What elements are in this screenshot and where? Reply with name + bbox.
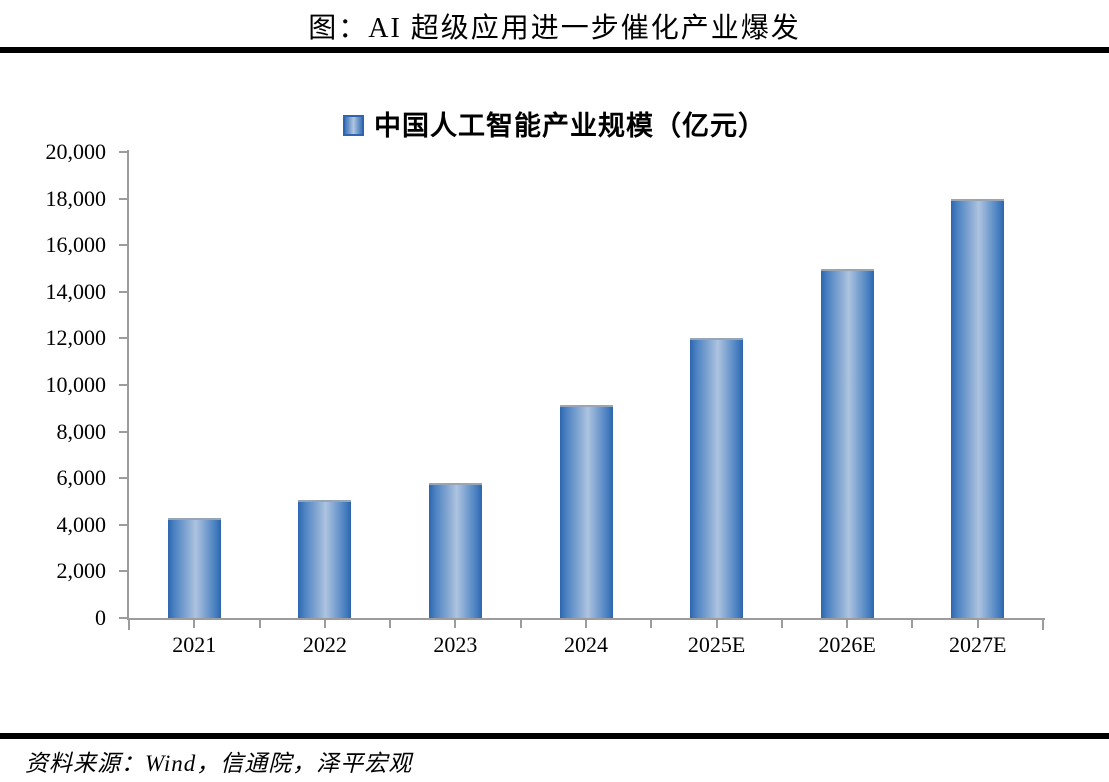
y-tick-label: 14,000 <box>45 278 107 304</box>
source-note: 资料来源：Wind，信通院，泽平宏观 <box>25 751 413 776</box>
x-tick-mark <box>454 620 457 628</box>
y-tick-label: 4,000 <box>56 511 107 537</box>
x-tick-mark <box>585 620 587 628</box>
x-tick-mark <box>193 620 196 628</box>
x-tick-mark <box>519 620 522 628</box>
bar-2022 <box>298 499 352 618</box>
bar-2023 <box>428 483 482 618</box>
y-tick-label: 18,000 <box>45 185 107 211</box>
y-tick-mark <box>119 523 128 526</box>
x-tick-mark <box>911 620 914 628</box>
bottom-divider <box>0 733 1109 739</box>
x-tick-label-2025E: 2025E <box>687 632 746 657</box>
y-tick-mark <box>119 244 128 247</box>
x-tick-label-2022: 2022 <box>302 632 347 657</box>
x-tick-mark <box>976 620 979 628</box>
y-tick-mark <box>119 290 128 293</box>
x-tick-label-2024: 2024 <box>563 632 608 657</box>
x-tick-label-2026E: 2026E <box>818 632 876 657</box>
x-tick-label-2023: 2023 <box>433 632 478 657</box>
y-tick-label: 16,000 <box>45 232 107 258</box>
x-tick-mark <box>1042 620 1044 630</box>
x-tick-mark <box>389 620 392 628</box>
x-tick-mark <box>650 620 653 628</box>
bar-2025E <box>690 338 744 618</box>
bar-2021 <box>167 517 221 618</box>
y-tick-mark <box>119 197 128 200</box>
y-tick-mark <box>119 617 128 619</box>
y-tick-label: 6,000 <box>56 465 107 491</box>
y-tick-mark <box>119 337 128 340</box>
x-tick-mark <box>128 620 130 630</box>
x-tick-mark <box>323 620 326 628</box>
bar-2026E <box>820 268 874 618</box>
bar-2027E <box>951 198 1005 618</box>
x-tick-mark <box>258 620 261 628</box>
y-axis-line <box>127 150 129 620</box>
y-tick-label: 10,000 <box>45 372 107 397</box>
x-tick-label-2021: 2021 <box>172 632 217 657</box>
y-tick-mark <box>119 430 128 433</box>
y-tick-label: 8,000 <box>56 418 107 444</box>
x-tick-label-2027E: 2027E <box>948 632 1007 657</box>
bar-2024 <box>559 404 613 618</box>
plot-area <box>119 151 1044 630</box>
y-tick-label: 12,000 <box>45 325 107 351</box>
y-tick-label: 0 <box>95 605 106 630</box>
x-tick-mark <box>780 620 783 628</box>
x-axis-line <box>127 618 1045 620</box>
x-tick-mark <box>715 620 718 628</box>
chart-legend: 中国人工智能产业规模（亿元） <box>0 104 1109 143</box>
page-title: 图：AI 超级应用进一步催化产业爆发 <box>308 13 801 44</box>
y-tick-label: 20,000 <box>45 139 107 164</box>
y-tick-mark <box>119 570 128 573</box>
legend-label: 中国人工智能产业规模（亿元） <box>374 111 766 141</box>
y-tick-label: 2,000 <box>56 558 107 584</box>
legend-swatch-icon <box>343 114 364 136</box>
x-tick-mark <box>846 620 849 628</box>
top-divider <box>0 47 1109 53</box>
y-tick-mark <box>119 151 128 153</box>
y-tick-mark <box>119 384 128 386</box>
y-tick-mark <box>119 477 128 480</box>
x-axis-labels: 2021 2022 2023 2024 2025E 2026E 2027E <box>129 632 1043 664</box>
